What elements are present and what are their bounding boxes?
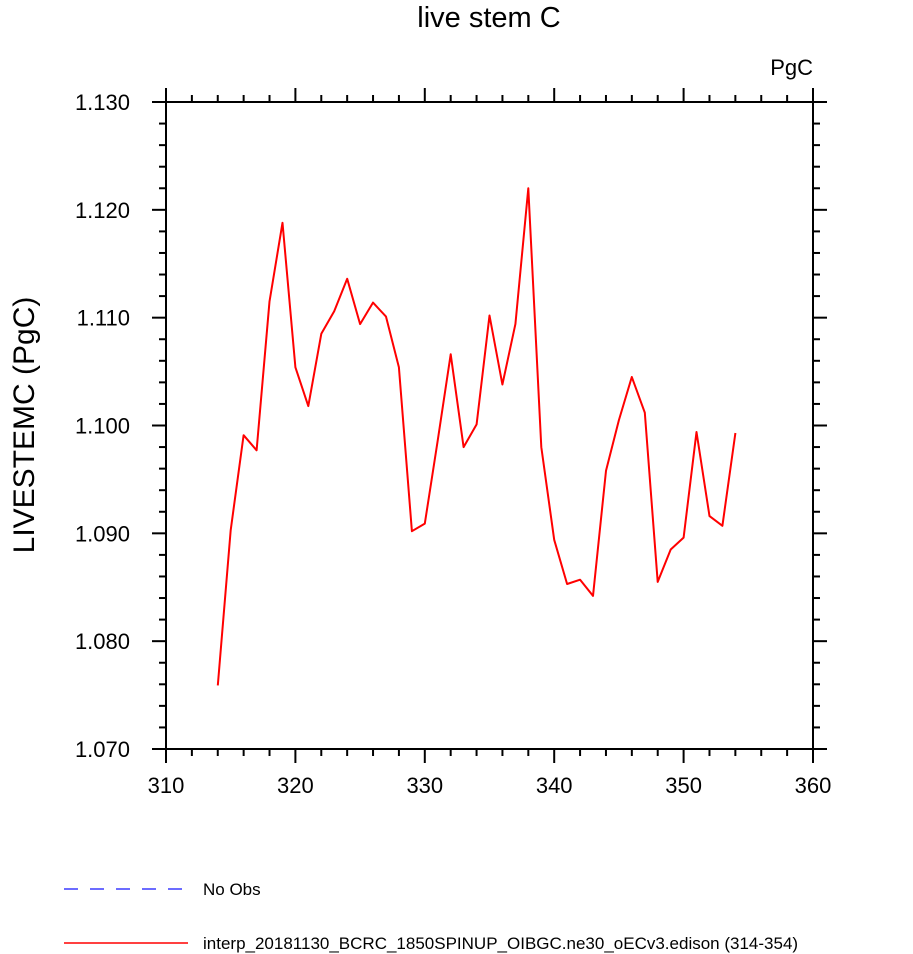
axis-tick-labels: 310 320 330 340 350 360 1.070 1.080 1.090 1.100 1.… bbox=[75, 90, 831, 798]
x-tick-label: 330 bbox=[406, 773, 443, 798]
x-tick-label: 340 bbox=[536, 773, 573, 798]
y-tick-label: 1.100 bbox=[75, 414, 130, 439]
axis-ticks bbox=[152, 88, 827, 763]
x-tick-label: 310 bbox=[148, 773, 185, 798]
y-tick-label: 1.070 bbox=[75, 737, 130, 762]
chart-title: live stem C bbox=[417, 2, 560, 34]
units-label: PgC bbox=[770, 55, 813, 80]
x-tick-label: 360 bbox=[795, 773, 832, 798]
y-tick-label: 1.090 bbox=[75, 521, 130, 546]
legend: No Obs interp_20181130_BCRC_1850SPINUP_OI… bbox=[64, 880, 798, 953]
plot-frame bbox=[165, 101, 814, 750]
y-tick-label: 1.080 bbox=[75, 629, 130, 654]
legend-label: No Obs bbox=[203, 880, 261, 899]
y-axis-label: LIVESTEMC (PgC) bbox=[8, 297, 41, 554]
y-tick-label: 1.130 bbox=[75, 90, 130, 115]
series-line bbox=[216, 187, 737, 686]
legend-label: interp_20181130_BCRC_1850SPINUP_OIBGC.ne… bbox=[203, 934, 798, 953]
x-tick-label: 320 bbox=[277, 773, 314, 798]
x-tick-label: 350 bbox=[665, 773, 702, 798]
y-tick-label: 1.120 bbox=[75, 198, 130, 223]
y-tick-label: 1.110 bbox=[77, 306, 130, 331]
series-lines bbox=[216, 187, 737, 686]
